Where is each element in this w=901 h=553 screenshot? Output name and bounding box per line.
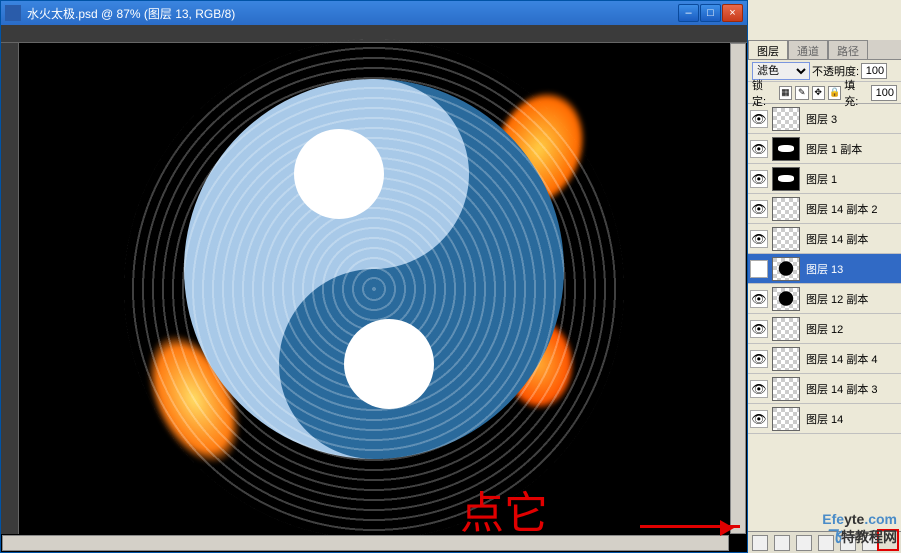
link-layers-icon[interactable] <box>752 535 768 551</box>
ruler-vertical <box>1 43 19 534</box>
visibility-toggle-icon[interactable]: 👁 <box>750 230 768 248</box>
layer-row[interactable]: 👁 图层 14 副本 2 <box>748 194 901 224</box>
layer-mask-icon[interactable] <box>796 535 812 551</box>
fill-label: 填充: <box>844 77 868 109</box>
panel-tabs: 图层 通道 路径 <box>748 40 901 60</box>
tab-layers[interactable]: 图层 <box>748 40 788 59</box>
layer-thumbnail[interactable] <box>772 407 800 431</box>
layer-name[interactable]: 图层 1 <box>806 171 837 187</box>
visibility-toggle-icon[interactable]: 👁 <box>750 140 768 158</box>
layers-list[interactable]: 👁 图层 3 👁 图层 1 副本 👁 图层 1 👁 图层 14 副本 2 👁 图层 14 副本 👁 图… <box>748 104 901 524</box>
layer-thumbnail[interactable] <box>772 167 800 191</box>
canvas[interactable] <box>19 43 729 534</box>
scrollbar-vertical[interactable] <box>730 43 746 534</box>
maximize-button[interactable]: □ <box>700 4 721 22</box>
layer-row[interactable]: 👁 图层 1 副本 <box>748 134 901 164</box>
visibility-toggle-icon[interactable]: 👁 <box>750 320 768 338</box>
layer-row[interactable]: 👁 图层 12 副本 <box>748 284 901 314</box>
window-title: 水火太极.psd @ 87% (图层 13, RGB/8) <box>27 5 678 22</box>
layer-thumbnail[interactable] <box>772 227 800 251</box>
annotation-arrow <box>640 525 740 528</box>
layer-row[interactable]: 👁 图层 14 副本 <box>748 224 901 254</box>
layer-name[interactable]: 图层 14 <box>806 411 843 427</box>
visibility-toggle-icon[interactable]: 👁 <box>750 170 768 188</box>
close-button[interactable]: × <box>722 4 743 22</box>
layer-row[interactable]: 👁 图层 13 <box>748 254 901 284</box>
layer-thumbnail[interactable] <box>772 377 800 401</box>
minimize-button[interactable]: – <box>678 4 699 22</box>
layer-row[interactable]: 👁 图层 14 副本 3 <box>748 374 901 404</box>
layer-row[interactable]: 👁 图层 12 <box>748 314 901 344</box>
visibility-toggle-icon[interactable]: 👁 <box>750 200 768 218</box>
titlebar[interactable]: 水火太极.psd @ 87% (图层 13, RGB/8) – □ × <box>1 1 747 25</box>
lock-pixels-icon[interactable]: ✎ <box>795 86 808 100</box>
scrollbar-horizontal[interactable] <box>2 535 729 551</box>
taichi-dot-bottom <box>344 319 434 409</box>
layer-row[interactable]: 👁 图层 14 副本 4 <box>748 344 901 374</box>
layer-name[interactable]: 图层 1 副本 <box>806 141 862 157</box>
layer-name[interactable]: 图层 3 <box>806 111 837 127</box>
layer-name[interactable]: 图层 12 副本 <box>806 291 868 307</box>
layer-thumbnail[interactable] <box>772 257 800 281</box>
layer-name[interactable]: 图层 14 副本 <box>806 231 868 247</box>
visibility-toggle-icon[interactable]: 👁 <box>750 110 768 128</box>
visibility-toggle-icon[interactable]: 👁 <box>750 260 768 278</box>
visibility-toggle-icon[interactable]: 👁 <box>750 290 768 308</box>
app-icon <box>5 5 21 21</box>
layer-name[interactable]: 图层 12 <box>806 321 843 337</box>
layers-panel: 图层 通道 路径 滤色 不透明度: 锁定: ▦ ✎ ✥ 🔒 填充: 👁图层 3👁… <box>748 40 901 553</box>
lock-position-icon[interactable]: ✥ <box>812 86 825 100</box>
layer-row[interactable]: 👁 图层 3 <box>748 104 901 134</box>
lock-fill-row: 锁定: ▦ ✎ ✥ 🔒 填充: <box>748 82 901 104</box>
artwork <box>134 49 614 529</box>
water-splash <box>124 39 624 539</box>
fill-input[interactable] <box>871 85 897 101</box>
document-window: 水火太极.psd @ 87% (图层 13, RGB/8) – □ × <box>0 0 748 553</box>
lock-all-icon[interactable]: 🔒 <box>828 86 841 100</box>
visibility-toggle-icon[interactable]: 👁 <box>750 410 768 428</box>
layer-name[interactable]: 图层 13 <box>806 261 843 277</box>
window-controls: – □ × <box>678 4 743 22</box>
layer-thumbnail[interactable] <box>772 197 800 221</box>
visibility-toggle-icon[interactable]: 👁 <box>750 380 768 398</box>
layer-name[interactable]: 图层 14 副本 3 <box>806 381 878 397</box>
visibility-toggle-icon[interactable]: 👁 <box>750 350 768 368</box>
layer-thumbnail[interactable] <box>772 107 800 131</box>
layer-thumbnail[interactable] <box>772 287 800 311</box>
taichi-dot-top <box>294 129 384 219</box>
layer-row[interactable]: 👁 图层 14 <box>748 404 901 434</box>
lock-label: 锁定: <box>752 77 776 109</box>
watermark-sub: 飞特教程网 <box>825 523 897 547</box>
layer-style-icon[interactable] <box>774 535 790 551</box>
layer-thumbnail[interactable] <box>772 137 800 161</box>
layer-thumbnail[interactable] <box>772 347 800 371</box>
layer-row[interactable]: 👁 图层 1 <box>748 164 901 194</box>
lock-transparency-icon[interactable]: ▦ <box>779 86 792 100</box>
tab-paths[interactable]: 路径 <box>828 40 868 59</box>
layer-name[interactable]: 图层 14 副本 2 <box>806 201 878 217</box>
tab-channels[interactable]: 通道 <box>788 40 828 59</box>
layer-thumbnail[interactable] <box>772 317 800 341</box>
layer-name[interactable]: 图层 14 副本 4 <box>806 351 878 367</box>
